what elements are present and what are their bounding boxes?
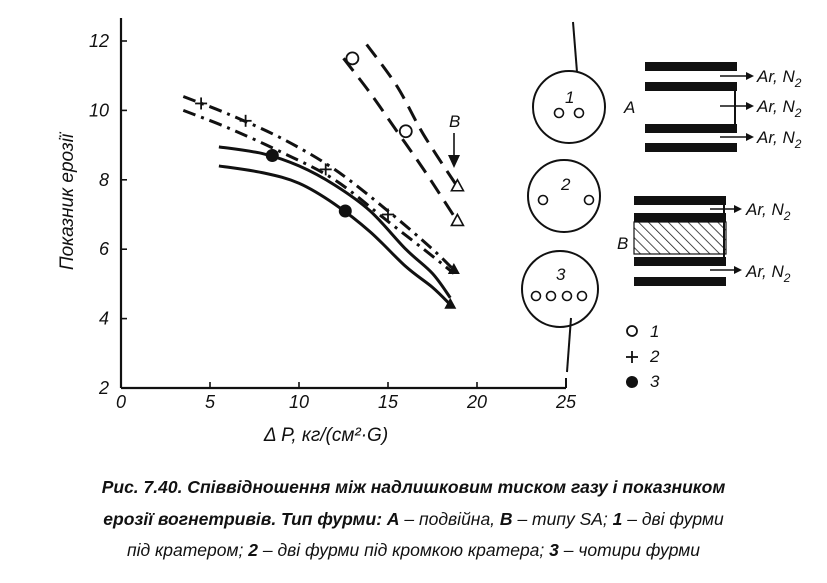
y-tick-label: 2: [98, 378, 109, 398]
tuyere-a-gas-2: Ar, N2: [756, 97, 802, 120]
right-edge-bottom: [566, 317, 572, 373]
tuyere-a-gas-3: Ar, N2: [756, 128, 802, 151]
legend-item-2: 2: [649, 347, 660, 366]
legend-item-1: 1: [650, 322, 659, 341]
curves: [182, 43, 459, 306]
x-tick-label: 25: [555, 392, 577, 412]
tuyere-a-label: A: [623, 98, 635, 117]
x-tick-label: 10: [289, 392, 309, 412]
y-tick-label: 4: [99, 309, 109, 329]
x-axis-label: Δ P, кг/(см²·G): [263, 425, 388, 446]
curve-A-solid-0: [218, 164, 452, 306]
legend-marker-filled-circle: [626, 376, 638, 388]
point-type-3: [265, 149, 279, 163]
y-tick-label: 12: [89, 31, 109, 51]
point-type-1: [345, 51, 360, 66]
scheme-circle-3: 3: [521, 250, 599, 328]
tuyere-a-gas-1: Ar, N2: [756, 67, 802, 90]
y-tick-label: 10: [89, 100, 109, 120]
end-marker-open-triangle: [450, 178, 465, 192]
right-edge-top: [572, 21, 578, 73]
x-tick-label: 15: [378, 392, 399, 412]
data-markers: [195, 51, 465, 309]
end-marker-open-triangle: [450, 212, 465, 227]
scheme-circle-3-label: 3: [556, 265, 566, 284]
legend-item-3: 3: [650, 372, 660, 391]
y-tick-label: 6: [99, 239, 110, 259]
y-tick-label: 8: [99, 170, 109, 190]
tuyere-b: B Ar, N2 Ar, N2: [617, 196, 791, 286]
x-tick-label: 5: [205, 392, 216, 412]
legend-marker-open-circle: [626, 325, 638, 337]
end-marker-filled-triangle: [447, 263, 460, 275]
tuyere-b-gas-2: Ar, N2: [745, 262, 791, 285]
scheme-circle-2-label: 2: [560, 175, 571, 194]
curve-B-dashed-4: [342, 57, 459, 223]
end-marker-filled-triangle: [444, 297, 457, 309]
curve-A-dash-dot-3: [182, 109, 455, 275]
scheme-circle-1-label: 1: [565, 88, 574, 107]
point-type-3: [338, 204, 352, 218]
x-tick-label: 20: [466, 392, 487, 412]
tuyere-b-gas-1: Ar, N2: [745, 200, 791, 223]
legend: 1 2 3: [626, 322, 660, 391]
point-type-1: [398, 124, 413, 139]
curve-A-dash-dot-2: [182, 95, 455, 272]
caption-line-2: ерозії вогнетривів. Тип фурми: А – подві…: [103, 509, 724, 529]
x-tick-label: 0: [116, 392, 126, 412]
b-annotation: B: [449, 112, 460, 131]
curve-B-dashed-5: [365, 43, 459, 188]
scheme-circle-1: 1: [532, 70, 606, 144]
scheme-circle-2: 2: [527, 159, 601, 233]
caption-line-1: Рис. 7.40. Співвідношення між надлишкови…: [101, 477, 726, 497]
b-arrow-head: [448, 155, 460, 168]
tuyere-b-label: B: [617, 234, 628, 253]
y-axis-label: Показник ерозії: [57, 131, 78, 270]
tuyere-a: A Ar, N2 Ar, N2 Ar, N2: [623, 62, 802, 152]
caption-line-3: під кратером; 2 – дві фурми під кромкою …: [126, 540, 701, 560]
